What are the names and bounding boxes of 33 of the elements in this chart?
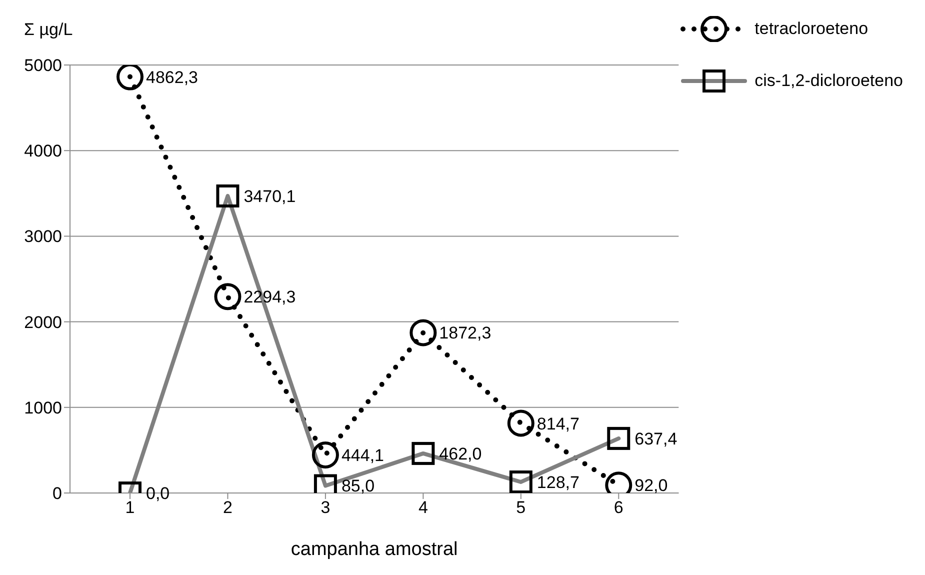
data-label: 1872,3 [439,324,492,343]
legend-label: cis-1,2-dicloroeteno [754,71,903,91]
x-axis-title: campanha amostral [290,539,458,560]
data-label: 3470,1 [244,186,296,206]
y-tick-label: 4000 [24,142,62,161]
data-label: 4862,3 [146,68,198,87]
data-label: 92,0 [634,476,668,496]
y-tick-label: 3000 [24,227,62,246]
data-label: 0,0 [146,484,170,503]
x-tick-label: 2 [222,498,232,518]
data-label: 444,1 [341,446,384,465]
data-label: 462,0 [439,444,482,464]
point [116,65,144,90]
point [410,319,437,346]
data-label: 814,7 [536,414,580,434]
point [214,283,242,310]
x-tick-label: 5 [516,498,526,518]
legend-label: tetracloroeteno [754,19,868,39]
data-label: 2294,3 [244,288,296,307]
point [507,410,534,437]
data-label: 637,4 [634,429,678,448]
y-tick-label: 2000 [24,312,62,332]
y-tick-label: 0 [52,484,62,504]
y-tick-label: 1000 [24,398,62,418]
x-tick-label: 6 [614,498,624,518]
point [312,441,339,468]
data-label: 128,7 [536,472,580,492]
y-tick-label: 5000 [24,56,62,76]
data-label: 85,0 [341,476,375,496]
x-tick-label: 3 [320,498,330,518]
x-tick-label: 1 [125,498,135,518]
x-tick-label: 4 [418,498,428,518]
y-axis-title: Σ µg/L [24,20,73,39]
